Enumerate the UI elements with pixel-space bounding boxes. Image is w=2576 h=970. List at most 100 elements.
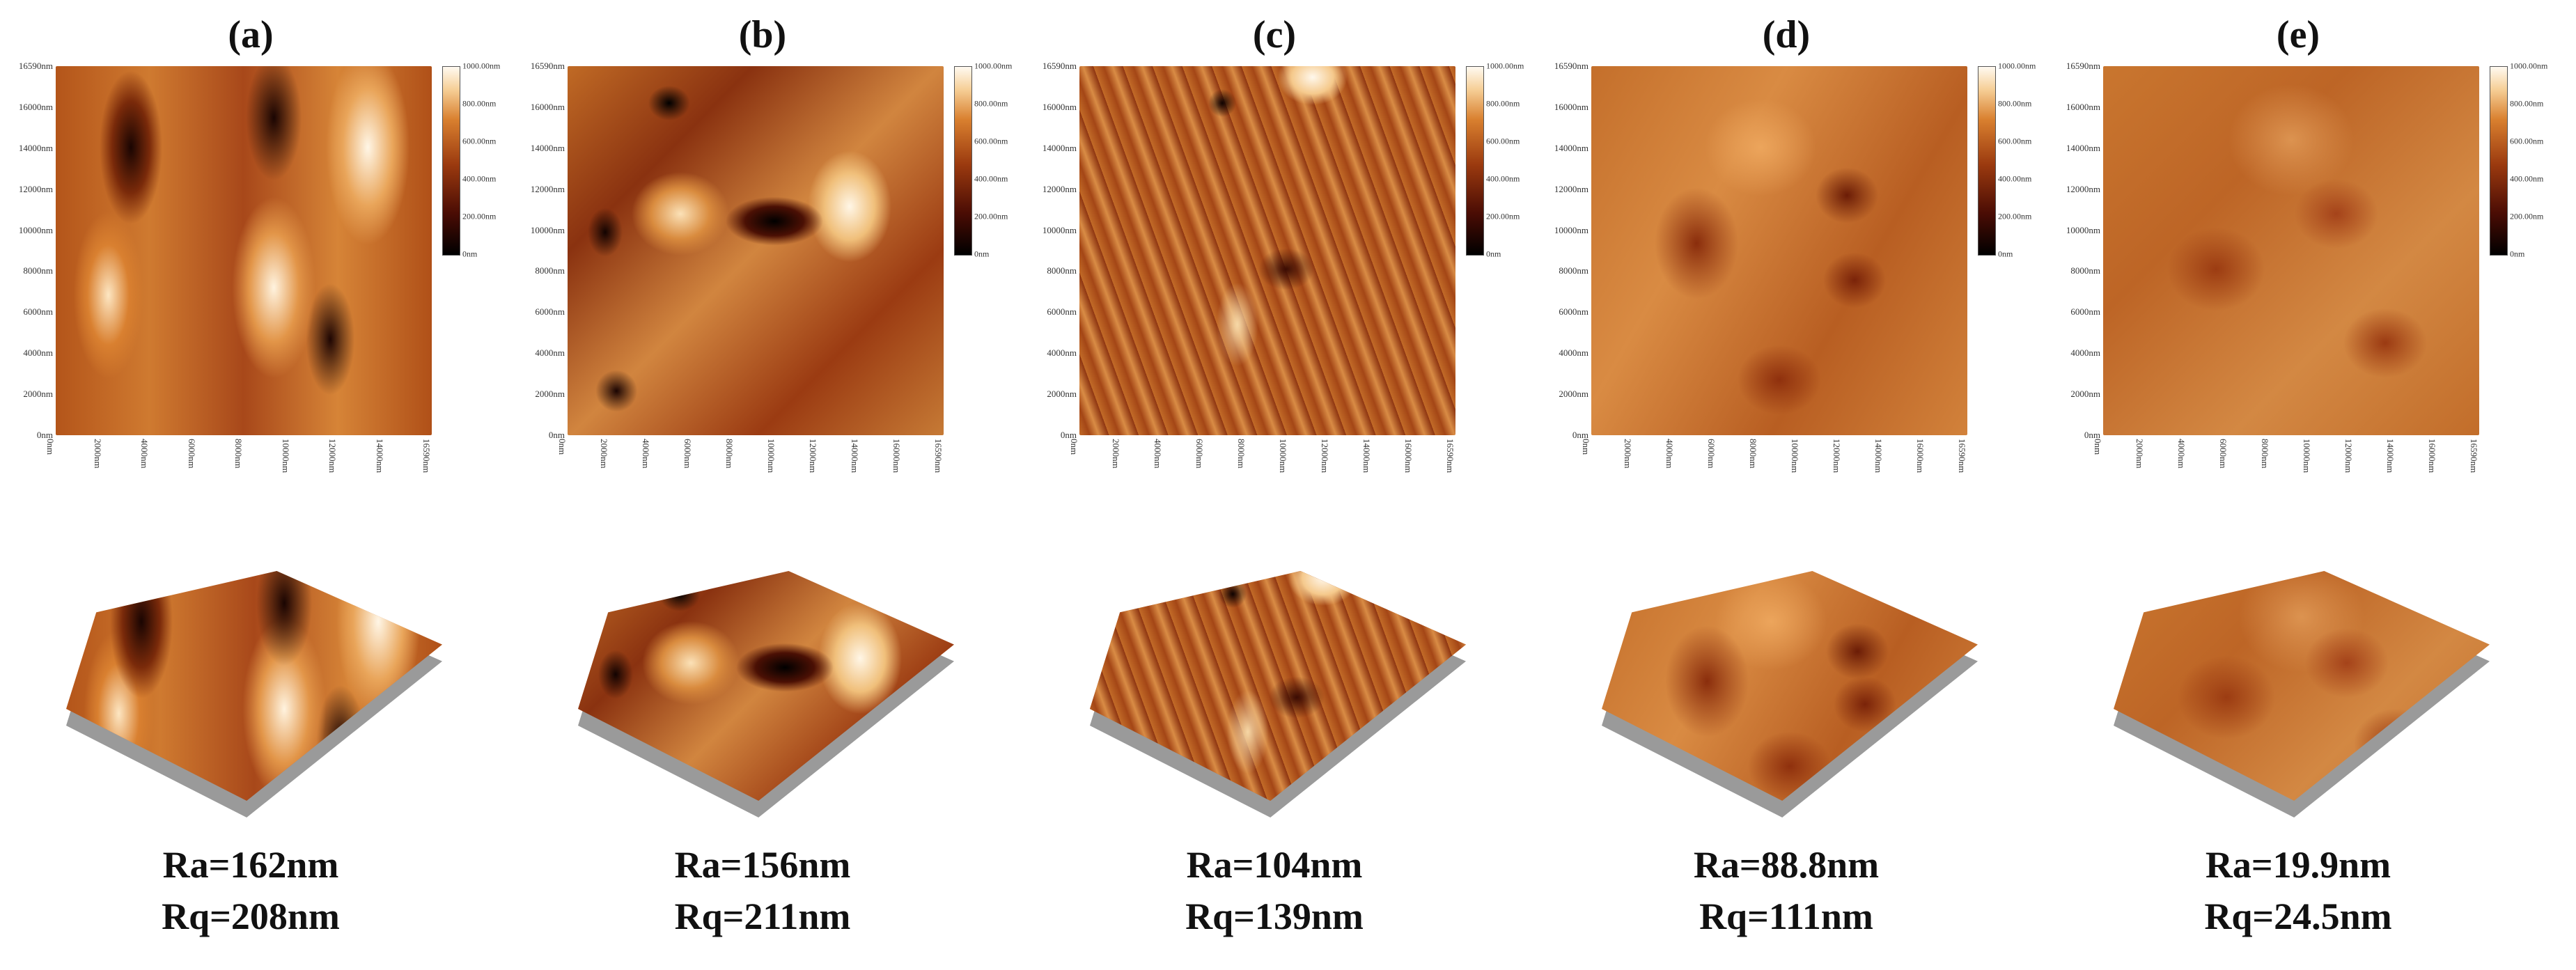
colorbar-tick-label: 1000.00nm: [1998, 61, 2036, 71]
ra-value: Ra=88.8nm: [1693, 844, 1880, 886]
x-axis-ticks: 0nm 2000nm 4000nm 6000nm 8000nm 10000nm 12000n…: [1581, 439, 1967, 487]
x-tick-label: 4000nm: [139, 439, 150, 469]
x-axis-ticks: 0nm 2000nm 4000nm 6000nm 8000nm 10000nm 12000n…: [557, 439, 944, 487]
ra-value: Ra=162nm: [162, 844, 339, 886]
afm-2d-height-map: [1591, 66, 1967, 435]
x-tick-label: 0nm: [557, 439, 568, 455]
colorbar-tick-label: 0nm: [1998, 249, 2013, 259]
colorbar-tick-label: 0nm: [974, 249, 990, 259]
y-tick-label: 8000nm: [2070, 265, 2100, 276]
x-tick-label: 0nm: [45, 439, 56, 455]
y-tick-label: 2000nm: [1559, 389, 1588, 399]
x-tick-label: 2000nm: [93, 439, 103, 469]
afm-panel-c: (c) 16590nm 16000nm 14000nm 12000nm 10000nm 8…: [1024, 0, 1525, 970]
y-tick-label: 8000nm: [1047, 265, 1077, 276]
y-tick-label: 2000nm: [2070, 389, 2100, 399]
rq-value: Rq=211nm: [674, 895, 851, 937]
x-tick-label: 10000nm: [2302, 439, 2312, 474]
ra-value: Ra=104nm: [1186, 844, 1363, 886]
y-tick-label: 2000nm: [535, 389, 565, 399]
colorbar-tick-label: 400.00nm: [462, 173, 497, 184]
x-tick-label: 10000nm: [281, 439, 291, 474]
y-tick-label: 16590nm: [18, 61, 53, 71]
y-tick-label: 10000nm: [530, 225, 565, 235]
x-tick-label: 16000nm: [1915, 439, 1926, 474]
x-tick-label: 6000nm: [1194, 439, 1205, 469]
surface-texture: [1602, 571, 1978, 801]
y-tick-label: 0nm: [548, 430, 565, 440]
colorbar-tick-label: 0nm: [462, 249, 478, 259]
y-axis-ticks: 16590nm 16000nm 14000nm 12000nm 10000nm 8000n…: [2047, 61, 2102, 440]
colorbar-tick-label: 1000.00nm: [1486, 61, 1524, 71]
x-tick-label: 2000nm: [599, 439, 609, 469]
colorbar-ticks: 1000.00nm 800.00nm 600.00nm 400.00nm 200.00n…: [462, 61, 501, 259]
y-tick-label: 6000nm: [2070, 306, 2100, 317]
x-tick-label: 12000nm: [2343, 439, 2354, 474]
x-tick-label: 2000nm: [1623, 439, 1633, 469]
x-tick-label: 10000nm: [766, 439, 776, 474]
colorbar-ticks: 1000.00nm 800.00nm 600.00nm 400.00nm 200.00n…: [2510, 61, 2549, 259]
colorbar-tick-label: 800.00nm: [974, 98, 1008, 109]
afm-3d-surface: [536, 494, 996, 829]
x-tick-label: 10000nm: [1278, 439, 1288, 474]
x-tick-label: 16590nm: [2469, 439, 2479, 474]
x-tick-label: 6000nm: [1706, 439, 1717, 469]
colorbar: [954, 66, 972, 256]
roughness-values: Ra=19.9nm Rq=24.5nm: [2047, 839, 2549, 942]
afm-2d-height-map: [568, 66, 944, 435]
colorbar-tick-label: 200.00nm: [2510, 211, 2544, 221]
colorbar-tick-label: 1000.00nm: [974, 61, 1013, 71]
x-tick-label: 8000nm: [1236, 439, 1247, 469]
rq-value: Rq=208nm: [162, 895, 340, 937]
y-axis-ticks: 16590nm 16000nm 14000nm 12000nm 10000nm 8000n…: [1024, 61, 1078, 440]
x-tick-label: 4000nm: [1153, 439, 1163, 469]
colorbar-ticks: 1000.00nm 800.00nm 600.00nm 400.00nm 200.00n…: [1998, 61, 2037, 259]
y-tick-label: 2000nm: [1047, 389, 1077, 399]
colorbar-tick-label: 800.00nm: [2510, 98, 2544, 109]
colorbar-tick-label: 600.00nm: [1486, 136, 1520, 146]
y-axis-ticks: 16590nm 16000nm 14000nm 12000nm 10000nm 8000n…: [1536, 61, 1590, 440]
y-tick-label: 16000nm: [18, 102, 53, 112]
colorbar-tick-label: 0nm: [2510, 249, 2525, 259]
x-tick-label: 0nm: [2093, 439, 2103, 455]
y-tick-label: 12000nm: [1042, 184, 1077, 194]
x-tick-label: 16590nm: [421, 439, 432, 474]
afm-3d-surface: [1048, 494, 1508, 829]
y-tick-label: 16590nm: [530, 61, 565, 71]
x-tick-label: 12000nm: [808, 439, 818, 474]
y-tick-label: 14000nm: [18, 143, 53, 153]
afm-panel-d: (d) 16590nm 16000nm 14000nm 12000nm 10000nm 8…: [1536, 0, 2037, 970]
x-axis-ticks: 0nm 2000nm 4000nm 6000nm 8000nm 10000nm 12000n…: [2093, 439, 2479, 487]
y-tick-label: 6000nm: [1047, 306, 1077, 317]
y-tick-label: 14000nm: [2066, 143, 2100, 153]
colorbar-tick-label: 200.00nm: [1486, 211, 1520, 221]
roughness-values: Ra=104nm Rq=139nm: [1024, 839, 1525, 942]
y-tick-label: 8000nm: [1559, 265, 1588, 276]
x-tick-label: 14000nm: [2385, 439, 2396, 474]
y-tick-label: 16000nm: [2066, 102, 2100, 112]
y-tick-label: 16000nm: [530, 102, 565, 112]
y-tick-label: 6000nm: [535, 306, 565, 317]
colorbar-tick-label: 200.00nm: [1998, 211, 2032, 221]
colorbar-tick-label: 600.00nm: [2510, 136, 2544, 146]
afm-3d-surface: [2072, 494, 2531, 829]
x-tick-label: 14000nm: [375, 439, 385, 474]
afm-panel-b: (b) 16590nm 16000nm 14000nm 12000nm 10000nm 8…: [512, 0, 1013, 970]
afm-panel-e: (e) 16590nm 16000nm 14000nm 12000nm 10000nm 8…: [2047, 0, 2549, 970]
x-tick-label: 6000nm: [682, 439, 693, 469]
roughness-values: Ra=88.8nm Rq=111nm: [1536, 839, 2037, 942]
rq-value: Rq=111nm: [1699, 895, 1873, 937]
roughness-values: Ra=156nm Rq=211nm: [512, 839, 1013, 942]
x-tick-label: 6000nm: [187, 439, 197, 469]
y-tick-label: 16590nm: [1042, 61, 1077, 71]
afm-panel-a: (a) 16590nm 16000nm 14000nm 12000nm 10000nm 8…: [0, 0, 501, 970]
x-tick-label: 14000nm: [1361, 439, 1372, 474]
panel-label: (a): [228, 13, 274, 56]
y-tick-label: 4000nm: [535, 347, 565, 358]
x-tick-label: 8000nm: [724, 439, 735, 469]
y-tick-label: 12000nm: [1554, 184, 1588, 194]
y-tick-label: 8000nm: [535, 265, 565, 276]
y-tick-label: 16590nm: [2066, 61, 2100, 71]
colorbar-tick-label: 400.00nm: [1998, 173, 2032, 184]
x-tick-label: 4000nm: [1664, 439, 1675, 469]
